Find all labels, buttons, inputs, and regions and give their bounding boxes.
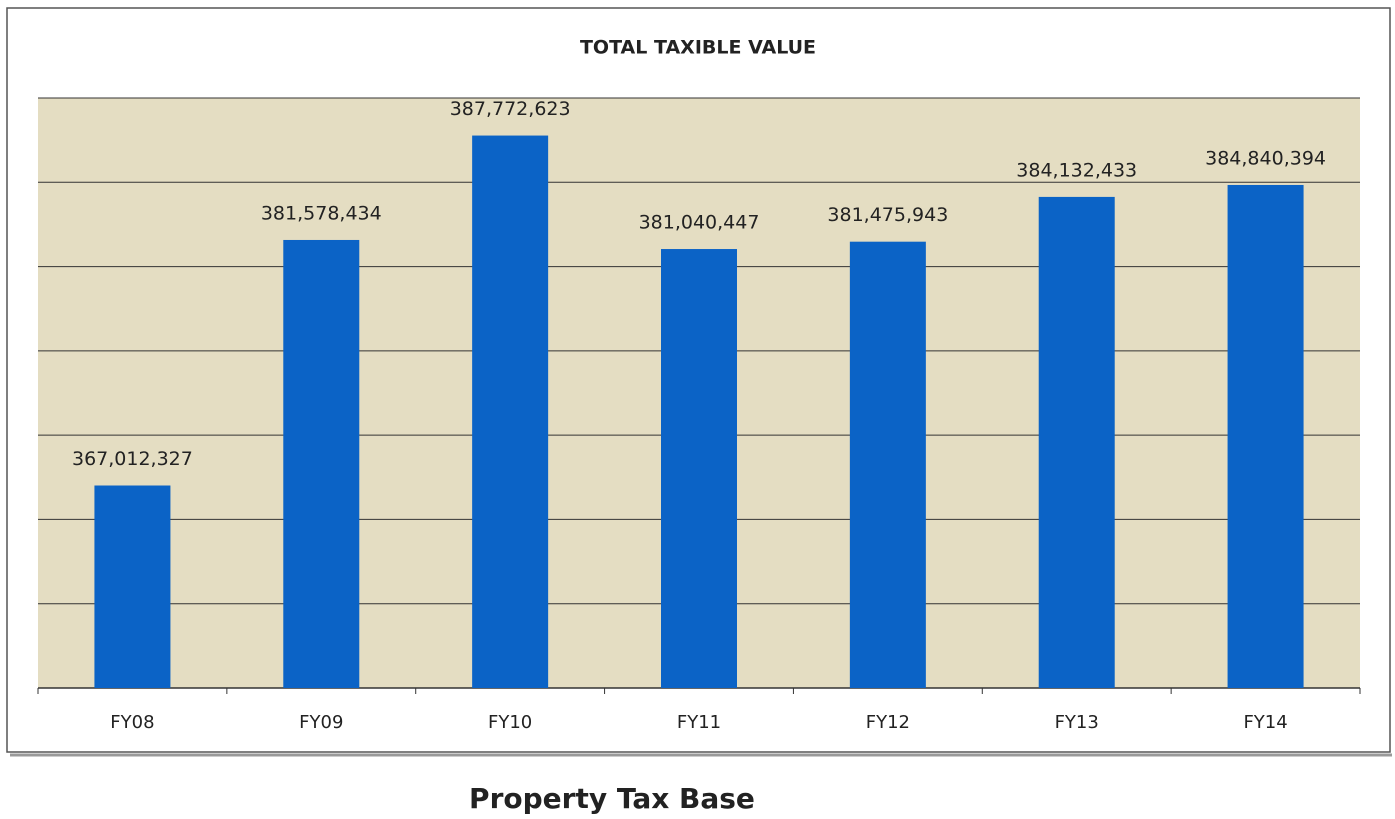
x-tick-label: FY13 [1055, 712, 1099, 733]
chart-title: TOTAL TAXIBLE VALUE [580, 37, 816, 59]
caption: Property Tax Base [469, 782, 755, 815]
bar [94, 485, 171, 688]
bar [849, 241, 926, 688]
bar [1227, 184, 1304, 689]
bar [283, 239, 360, 688]
bar [661, 249, 737, 688]
value-label: 387,772,623 [450, 98, 571, 120]
value-label: 367,012,327 [72, 448, 193, 470]
x-tick-label: FY12 [866, 712, 910, 733]
value-label: 384,132,433 [1016, 159, 1137, 181]
value-label: 381,475,943 [827, 204, 948, 226]
value-label: 381,578,434 [261, 202, 382, 224]
x-tick-label: FY14 [1243, 712, 1287, 733]
x-tick-label: FY09 [299, 712, 343, 733]
bar [1038, 196, 1115, 689]
x-tick-label: FY11 [677, 712, 721, 733]
x-tick-label: FY08 [110, 712, 154, 733]
value-label: 384,840,394 [1205, 147, 1326, 169]
bar [472, 135, 549, 688]
value-label: 381,040,447 [639, 212, 760, 234]
x-tick-label: FY10 [488, 712, 532, 733]
